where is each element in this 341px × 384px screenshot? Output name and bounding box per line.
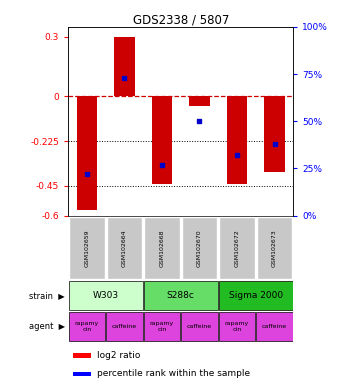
Text: GSM102673: GSM102673 bbox=[272, 229, 277, 267]
Bar bbox=[189, 96, 210, 106]
FancyBboxPatch shape bbox=[219, 281, 293, 310]
FancyBboxPatch shape bbox=[257, 217, 292, 279]
Text: GSM102659: GSM102659 bbox=[85, 229, 89, 267]
Text: rapamy
cin: rapamy cin bbox=[75, 321, 99, 332]
FancyBboxPatch shape bbox=[144, 312, 180, 341]
FancyBboxPatch shape bbox=[69, 217, 105, 279]
FancyBboxPatch shape bbox=[219, 217, 255, 279]
Bar bbox=[77, 96, 97, 210]
Text: Sigma 2000: Sigma 2000 bbox=[229, 291, 283, 300]
Text: GSM102670: GSM102670 bbox=[197, 229, 202, 267]
Text: percentile rank within the sample: percentile rank within the sample bbox=[98, 369, 251, 378]
FancyBboxPatch shape bbox=[256, 312, 293, 341]
Text: rapamy
cin: rapamy cin bbox=[150, 321, 174, 332]
FancyBboxPatch shape bbox=[69, 312, 105, 341]
Text: log2 ratio: log2 ratio bbox=[98, 351, 141, 360]
Title: GDS2338 / 5807: GDS2338 / 5807 bbox=[133, 14, 229, 27]
FancyBboxPatch shape bbox=[144, 217, 180, 279]
Text: caffeine: caffeine bbox=[112, 324, 137, 329]
Text: S288c: S288c bbox=[167, 291, 195, 300]
Bar bbox=[152, 96, 172, 184]
Text: agent  ▶: agent ▶ bbox=[29, 322, 65, 331]
FancyBboxPatch shape bbox=[106, 312, 143, 341]
Bar bbox=[114, 37, 135, 96]
Text: caffeine: caffeine bbox=[262, 324, 287, 329]
FancyBboxPatch shape bbox=[144, 281, 218, 310]
FancyBboxPatch shape bbox=[182, 217, 217, 279]
FancyBboxPatch shape bbox=[69, 281, 143, 310]
Bar bbox=[73, 353, 91, 358]
Text: GSM102668: GSM102668 bbox=[160, 229, 164, 267]
Bar bbox=[73, 372, 91, 376]
Bar bbox=[227, 96, 247, 184]
FancyBboxPatch shape bbox=[107, 217, 142, 279]
Text: rapamy
cin: rapamy cin bbox=[225, 321, 249, 332]
FancyBboxPatch shape bbox=[181, 312, 218, 341]
Text: GSM102672: GSM102672 bbox=[235, 229, 239, 267]
Text: GSM102664: GSM102664 bbox=[122, 229, 127, 267]
FancyBboxPatch shape bbox=[219, 312, 255, 341]
Text: caffeine: caffeine bbox=[187, 324, 212, 329]
Bar bbox=[264, 96, 285, 172]
Text: strain  ▶: strain ▶ bbox=[29, 291, 65, 300]
Text: W303: W303 bbox=[93, 291, 119, 300]
